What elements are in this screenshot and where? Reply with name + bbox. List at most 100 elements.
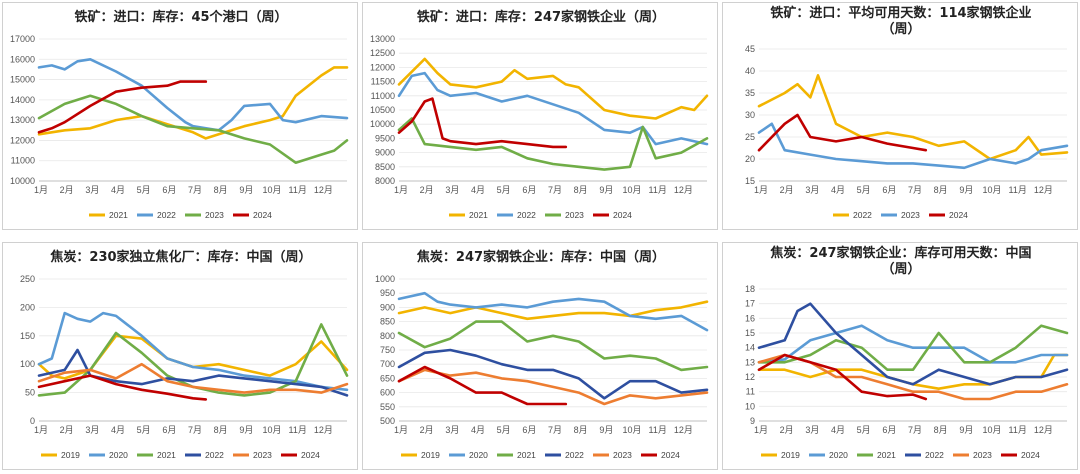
y-tick-label: 11500	[371, 77, 395, 87]
x-tick-label: 12月	[314, 425, 333, 435]
series-line-2024	[37, 80, 208, 134]
x-tick-label: 8月	[934, 425, 948, 435]
y-tick-label: 14	[745, 343, 755, 353]
y-tick-label: 13000	[370, 34, 395, 44]
x-tick-label: 10月	[982, 185, 1001, 195]
y-tick-label: 200	[20, 302, 35, 312]
x-tick-label: 12月	[314, 185, 333, 195]
chart-title: 焦炭：247家钢铁企业：库存可用天数：中国（周）	[769, 245, 1031, 277]
x-tick-label: 10月	[622, 425, 641, 435]
y-tick-label: 30	[745, 110, 755, 120]
x-tick-label: 10月	[262, 425, 281, 435]
y-tick-label: 0	[30, 416, 35, 426]
x-tick-label: 4月	[831, 425, 845, 435]
series-line-2024	[37, 374, 208, 401]
legend-label: 2019	[61, 450, 80, 460]
y-tick-label: 40	[745, 66, 755, 76]
y-tick-label: 35	[745, 88, 755, 98]
series-line-2023	[37, 362, 349, 394]
chart-title: 铁矿：进口：平均可用天数：114家钢铁企业（周）	[769, 5, 1031, 37]
y-tick-label: 850	[380, 317, 395, 327]
x-tick-label: 6月	[882, 185, 896, 195]
chart-panel-2: 铁矿：进口：库存：247家钢铁企业（周） 8000 8500 9000 9500 1000…	[362, 2, 718, 230]
series-line-2023	[757, 122, 1069, 170]
x-tick-label: 6月	[522, 425, 536, 435]
x-tick-label: 2月	[780, 425, 794, 435]
series-line-2022	[37, 348, 349, 397]
x-tick-label: 11月	[1008, 185, 1026, 195]
y-tick-label: 12000	[370, 62, 395, 72]
x-tick-label: 7月	[188, 185, 202, 195]
legend-label: 2019	[781, 450, 800, 460]
chart-svg: 铁矿：进口：库存：45个港口（周） 10000 11000 12000 13000 140…	[10, 9, 349, 220]
chart-title: 焦炭：230家独立焦化厂：库存：中国（周）	[49, 249, 311, 265]
y-tick-label: 11000	[371, 91, 395, 101]
y-tick-label: 650	[380, 373, 395, 383]
legend-label: 2024	[949, 210, 968, 220]
x-tick-label: 8月	[214, 425, 228, 435]
x-tick-label: 9月	[239, 185, 253, 195]
y-tick-label: 17000	[10, 34, 35, 44]
legend-label: 2022	[205, 450, 224, 460]
x-tick-label: 10月	[982, 425, 1001, 435]
x-tick-label: 1月	[34, 185, 48, 195]
series-line-2020	[37, 311, 349, 392]
x-tick-label: 11月	[288, 425, 306, 435]
series-line-2021	[37, 66, 349, 140]
y-tick-label: 250	[20, 274, 35, 284]
chart-panel-3: 铁矿：进口：平均可用天数：114家钢铁企业（周） 15 20 25 30 35 40 45 1月…	[722, 2, 1078, 230]
series-line-2022	[757, 302, 1069, 386]
y-tick-label: 17	[745, 299, 755, 309]
y-tick-label: 9000	[375, 148, 395, 158]
y-tick-label: 550	[380, 402, 395, 412]
x-tick-label: 12月	[674, 425, 693, 435]
x-tick-label: 9月	[959, 185, 973, 195]
y-tick-label: 12500	[370, 48, 395, 58]
x-tick-label: 1月	[394, 425, 408, 435]
x-tick-label: 3月	[445, 185, 459, 195]
x-tick-label: 2月	[780, 185, 794, 195]
legend-label: 2020	[109, 450, 128, 460]
chart-svg: 焦炭：247家钢铁企业：库存可用天数：中国（周） 9 10 11 12 13 14 15 16 1…	[745, 245, 1069, 460]
x-tick-label: 7月	[908, 425, 922, 435]
x-tick-label: 5月	[857, 185, 871, 195]
x-tick-label: 5月	[497, 425, 511, 435]
y-tick-label: 18	[745, 284, 755, 294]
x-tick-label: 12月	[674, 185, 693, 195]
x-tick-label: 12月	[1034, 425, 1053, 435]
x-tick-label: 2月	[420, 425, 434, 435]
x-tick-label: 12月	[1034, 185, 1053, 195]
x-tick-label: 11月	[648, 425, 666, 435]
x-tick-label: 7月	[548, 185, 562, 195]
x-tick-label: 4月	[111, 185, 125, 195]
x-tick-label: 2月	[60, 425, 74, 435]
y-tick-label: 16	[745, 313, 755, 323]
x-tick-label: 9月	[599, 185, 613, 195]
x-tick-label: 10月	[262, 185, 281, 195]
x-tick-label: 4月	[831, 185, 845, 195]
x-tick-label: 4月	[111, 425, 125, 435]
y-tick-label: 15	[745, 328, 755, 338]
x-tick-label: 2月	[420, 185, 434, 195]
y-tick-label: 9500	[375, 133, 395, 143]
y-tick-label: 20	[745, 154, 755, 164]
series-line-2022	[757, 74, 1069, 161]
y-tick-label: 12000	[10, 135, 35, 145]
x-tick-label: 8月	[574, 425, 588, 435]
chart-title: 铁矿：进口：库存：247家钢铁企业（周）	[416, 9, 665, 25]
x-tick-label: 9月	[959, 425, 973, 435]
legend-label: 2021	[469, 210, 488, 220]
x-tick-label: 4月	[471, 185, 485, 195]
legend-label: 2022	[517, 210, 536, 220]
x-tick-label: 8月	[574, 185, 588, 195]
legend-label: 2019	[421, 450, 440, 460]
series-line-2021	[397, 57, 709, 120]
series-line-2020	[757, 324, 1069, 364]
series-line-2024	[757, 353, 928, 401]
series-line-2022	[397, 71, 709, 146]
y-tick-label: 45	[745, 44, 755, 54]
x-tick-label: 8月	[214, 185, 228, 195]
x-tick-label: 6月	[162, 185, 176, 195]
y-tick-label: 8000	[375, 176, 395, 186]
y-tick-label: 10500	[370, 105, 395, 115]
